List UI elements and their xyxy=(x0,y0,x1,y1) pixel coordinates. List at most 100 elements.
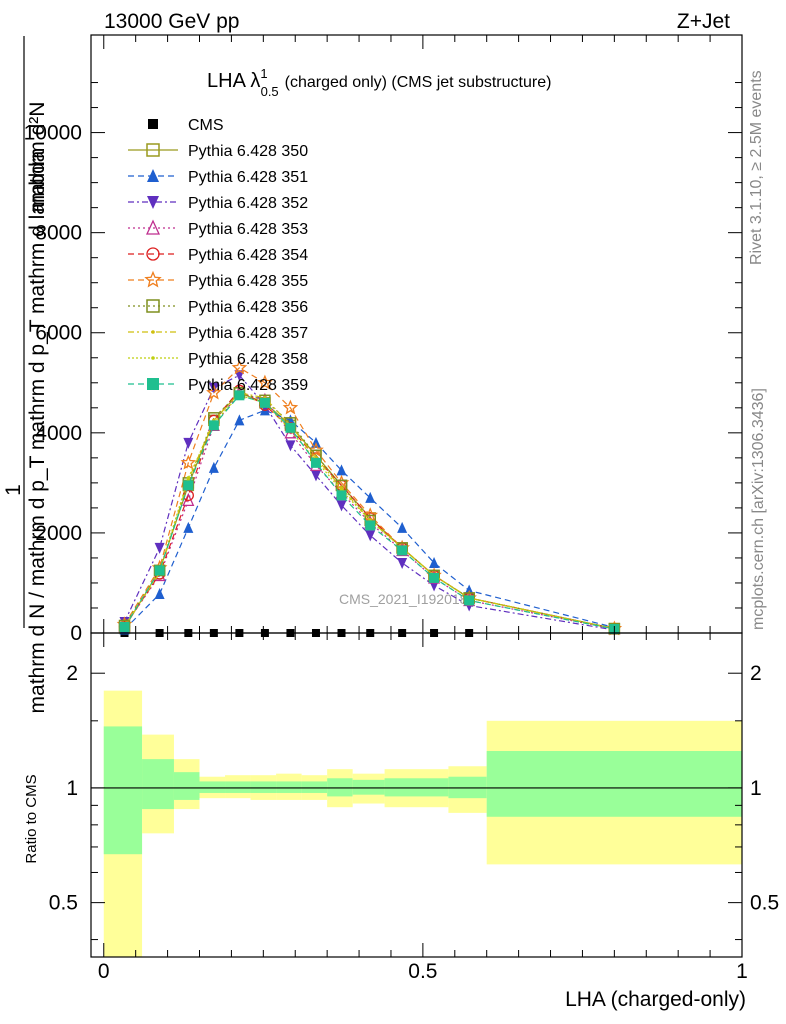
series-2-point-11 xyxy=(429,556,440,568)
header-left: 13000 GeV pp xyxy=(104,10,239,33)
xtick-label-2: 1 xyxy=(736,960,748,983)
legend-marker-1 xyxy=(146,143,160,157)
main-ylabel-denominator: mathrm d N / mathrm d p_T mathrm d p_T m… xyxy=(26,150,49,713)
series-10-point-9 xyxy=(365,520,376,531)
legend-marker-0 xyxy=(148,119,158,129)
title-sup: 1 xyxy=(260,66,267,81)
series-2-point-9 xyxy=(365,491,376,503)
header-right: Z+Jet xyxy=(677,10,730,33)
series-2-point-8 xyxy=(336,464,347,476)
series-3-point-4 xyxy=(234,370,245,382)
series-3-point-9 xyxy=(365,530,376,542)
series-10-point-6 xyxy=(285,422,296,433)
series-6-point-2 xyxy=(180,454,197,470)
ratio-ytick-label-0: 0.5 xyxy=(49,892,78,915)
legend-label-0: CMS xyxy=(188,117,224,134)
series-6-point-6 xyxy=(282,399,299,415)
legend-entry-4: Pythia 6.428 353 xyxy=(128,219,308,238)
main-ytick-label-2: 4000 xyxy=(35,422,82,445)
series-10-point-0 xyxy=(119,621,130,632)
title-main: LHA λ xyxy=(207,70,260,92)
legend-label-3: Pythia 6.428 352 xyxy=(188,195,308,212)
main-ylabel-numerator: mathrm d²N xyxy=(26,102,49,213)
legend-label-9: Pythia 6.428 358 xyxy=(188,351,308,368)
ratio-band-inner-1 xyxy=(142,759,174,810)
legend-entry-7: Pythia 6.428 356 xyxy=(128,299,308,316)
title-sub: 0.5 xyxy=(261,84,279,99)
main-ytick-label-3: 6000 xyxy=(35,322,82,345)
main-ytick-label-5: 10000 xyxy=(24,122,82,145)
series-3-point-10 xyxy=(397,557,408,569)
legend-entry-8: Pythia 6.428 357 xyxy=(128,325,308,342)
ratio-band-inner-13 xyxy=(486,750,742,817)
series-2-point-1 xyxy=(154,587,165,599)
legend: CMS Pythia 6.428 350 Pythia 6.428 351 Pythi… xyxy=(128,117,308,394)
main-ytick-label-0: 0 xyxy=(70,622,82,645)
series-9-point-2 xyxy=(186,476,191,480)
legend-label-5: Pythia 6.428 354 xyxy=(188,247,308,264)
ratio-ylabel: Ratio to CMS xyxy=(23,774,40,863)
series-2-point-2 xyxy=(183,521,194,533)
ratio-ytick-label-2: 2 xyxy=(66,662,78,685)
series-line-8 xyxy=(123,392,615,630)
series-6-point-3 xyxy=(206,384,222,400)
x-axis-label: LHA (charged-only) xyxy=(565,988,746,1011)
series-10-point-11 xyxy=(429,572,440,583)
series-10 xyxy=(119,390,620,634)
legend-entry-2: Pythia 6.428 351 xyxy=(128,169,308,186)
ratio-band-inner-3 xyxy=(199,781,226,793)
legend-label-2: Pythia 6.428 351 xyxy=(188,169,308,186)
ratio-ytick-label-1: 1 xyxy=(66,777,78,800)
ratio-ytick-label-right-0: 0.5 xyxy=(750,892,779,915)
legend-marker-5 xyxy=(146,247,160,261)
legend-label-7: Pythia 6.428 356 xyxy=(188,299,308,316)
series-10-point-7 xyxy=(310,457,321,468)
legend-marker-9 xyxy=(151,356,155,360)
legend-marker-4 xyxy=(145,219,161,235)
series-line-2 xyxy=(124,409,615,630)
legend-entry-9: Pythia 6.428 358 xyxy=(128,351,308,368)
xtick-label-0: 0 xyxy=(98,960,110,983)
series-8-point-8 xyxy=(339,486,344,490)
legend-marker-8 xyxy=(151,330,155,334)
series-3-point-1 xyxy=(154,542,165,554)
legend-marker-6 xyxy=(144,270,162,288)
ratio-band-inner-2 xyxy=(173,772,200,800)
legend-entry-5: Pythia 6.428 354 xyxy=(128,247,308,264)
series-10-point-2 xyxy=(183,480,194,491)
rivet-label: Rivet 3.1.10, ≥ 2.5M events xyxy=(748,70,765,265)
legend-label-6: Pythia 6.428 355 xyxy=(188,273,308,290)
legend-label-4: Pythia 6.428 353 xyxy=(188,221,308,238)
series-2-point-3 xyxy=(208,461,219,473)
legend-label-10: Pythia 6.428 359 xyxy=(188,377,308,394)
series-3-point-2 xyxy=(183,437,194,449)
ratio-band-inner-9 xyxy=(352,779,385,795)
watermark: CMS_2021_I1920187 xyxy=(339,591,475,607)
ratio-band-inner-5 xyxy=(250,781,277,793)
series-3-point-3 xyxy=(208,382,219,394)
ratio-band-inner-0 xyxy=(103,726,143,855)
series-line-10 xyxy=(123,394,615,630)
series-2-point-10 xyxy=(397,521,408,533)
series-10-point-4 xyxy=(234,390,245,401)
legend-entry-0: CMS xyxy=(148,117,224,134)
series-10-point-3 xyxy=(208,420,219,431)
series-6-point-7 xyxy=(308,442,324,457)
ratio-frame xyxy=(90,632,743,958)
legend-marker-2 xyxy=(147,169,159,182)
ratio-ytick-label-right-1: 1 xyxy=(750,777,762,800)
series-3-point-6 xyxy=(285,440,296,452)
mcplots-label: mcplots.cern.ch [arXiv:1306.3436] xyxy=(750,388,767,630)
series-6-point-9 xyxy=(362,507,378,523)
series-3-point-8 xyxy=(336,500,347,512)
ratio-bands xyxy=(91,690,742,957)
legend-marker-7 xyxy=(146,299,160,313)
legend-entry-6: Pythia 6.428 355 xyxy=(128,270,308,290)
series-10-point-12 xyxy=(464,595,475,606)
ratio-band-inner-4 xyxy=(225,781,251,793)
series-10-point-5 xyxy=(259,397,270,408)
title-rest: (charged only) (CMS jet substructure) xyxy=(285,74,552,91)
series-line-3 xyxy=(123,374,615,631)
series-line-6 xyxy=(123,367,615,630)
